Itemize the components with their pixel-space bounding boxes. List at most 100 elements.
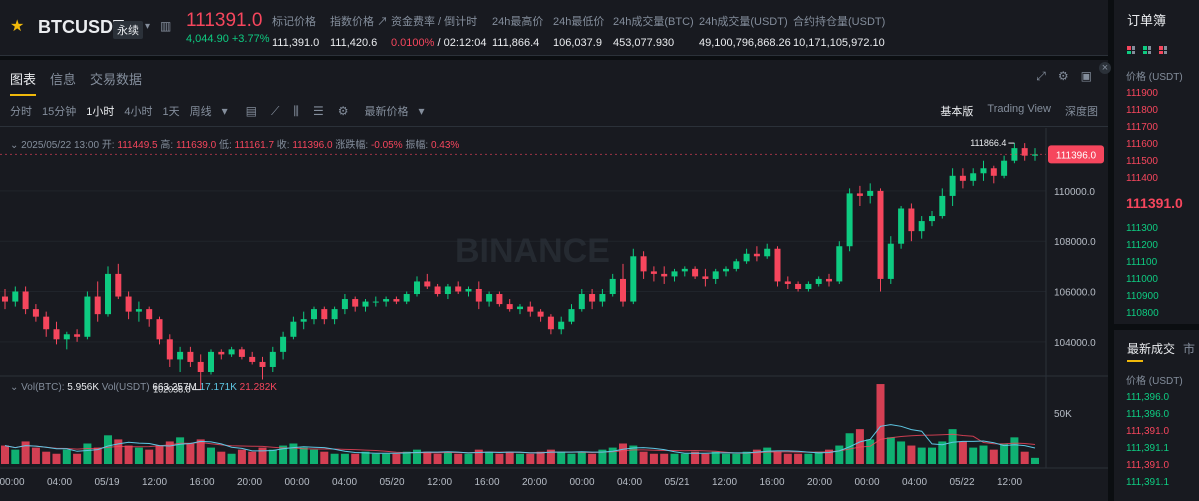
stat-value: 10,171,105,972.10 <box>793 37 885 49</box>
candle-body <box>517 306 523 310</box>
candle-body <box>753 253 760 257</box>
vol-ma2-value: 21.282K <box>239 382 277 393</box>
candle-body <box>424 281 431 287</box>
candle-body <box>321 309 328 320</box>
indicator-icon[interactable]: ⟋ <box>271 103 280 118</box>
candle-body <box>908 208 915 232</box>
bid-row[interactable]: 111300 <box>1126 223 1158 234</box>
view-tradingview[interactable]: Trading View <box>987 103 1051 115</box>
candle-body <box>609 278 616 295</box>
symbol-name[interactable]: BTCUSDT <box>38 17 124 37</box>
candle-body <box>599 294 606 302</box>
time-tick-label: 20:00 <box>807 477 832 488</box>
calendar-icon[interactable]: ▤ <box>245 104 257 118</box>
interval-1h[interactable]: 1小时 <box>86 106 115 118</box>
layout-icon[interactable]: ▣ <box>1080 69 1092 83</box>
close-value: 111396.0 <box>292 140 333 151</box>
ask-row[interactable]: 111900 <box>1126 88 1158 99</box>
candle-type-icon[interactable]: ⫼ <box>293 103 299 118</box>
bid-row[interactable]: 111200 <box>1126 240 1158 251</box>
stat-value: 49,100,796,868.26 <box>699 37 791 49</box>
chevron-down-icon[interactable]: ▾ <box>145 21 151 32</box>
volume-bar <box>588 453 597 464</box>
interval-timeline[interactable]: 分时 <box>10 106 32 118</box>
volume-bar <box>897 441 906 464</box>
candle-body <box>558 321 565 330</box>
volume-bar <box>536 451 545 464</box>
interval-15m[interactable]: 15分钟 <box>42 106 77 118</box>
bid-row[interactable]: 110800 <box>1126 308 1159 319</box>
ohlc-date: 2025/05/22 13:00 <box>21 140 100 151</box>
ask-row[interactable]: 111600 <box>1126 139 1158 150</box>
stat-value: 111,391.0 <box>272 37 320 49</box>
volume-bar <box>11 449 20 464</box>
view-depth[interactable]: 深度图 <box>1065 106 1098 118</box>
stat-index-price[interactable]: 指数价格 ↗ 111,420.6 <box>330 13 388 49</box>
view-basic[interactable]: 基本版 <box>940 106 974 118</box>
bid-row[interactable]: 110900 <box>1126 291 1159 302</box>
expand-icon[interactable]: ⤢ <box>1036 69 1046 83</box>
star-icon[interactable]: ★ <box>10 18 25 35</box>
volume-bar <box>526 453 535 464</box>
orderbook-mid-price: 111391.0 <box>1126 195 1183 211</box>
ask-row[interactable]: 111700 <box>1126 122 1158 133</box>
price-type-select[interactable]: 最新价格 <box>364 106 409 118</box>
interval-1w[interactable]: 周线 <box>189 106 212 118</box>
volume-bar <box>629 445 638 464</box>
candle-body <box>815 278 822 284</box>
candle-body <box>105 273 111 315</box>
ask-row[interactable]: 111800 <box>1126 105 1158 116</box>
bid-row[interactable]: 111100 <box>1126 257 1158 268</box>
tab-latest-trades[interactable]: 最新成交 <box>1127 342 1176 356</box>
volume-bar <box>114 439 123 464</box>
candle-body <box>1021 148 1028 156</box>
volume-bar <box>145 449 154 464</box>
candle-body <box>465 288 472 292</box>
both-sides-icon[interactable] <box>1127 46 1135 54</box>
interval-1d[interactable]: 1天 <box>162 106 180 118</box>
candlestick-chart[interactable]: 110000.0 108000.0 106000.0 104000.0 BINANCE 1… <box>0 0 1108 501</box>
tab-chart[interactable]: 图表 <box>10 69 37 96</box>
time-tick-label: 16:00 <box>474 477 499 488</box>
settings-icon[interactable]: ⚙ <box>1057 69 1069 83</box>
volume-bar <box>660 453 669 464</box>
collapse-icon[interactable]: ⌄ <box>10 382 19 393</box>
price-tick-label: 110000.0 <box>1054 187 1095 198</box>
candle-body <box>1011 148 1018 161</box>
chevron-down-icon[interactable]: ▾ <box>221 104 228 118</box>
stat-label: 资金费率 / 倒计时 <box>391 16 478 28</box>
chart-toolbar: 分时 15分钟 1小时 4小时 1天 周线 ▾ ▤ ⟋ ⫼ ☰ ⚙ 最新价格 ▾ <box>10 103 425 119</box>
volume-bar <box>907 445 916 464</box>
candle-body <box>84 296 91 337</box>
stat-label: 24h最高价 <box>492 16 544 28</box>
volume-bar <box>237 449 246 464</box>
candle-body <box>208 351 214 372</box>
vol-ma1-value: 17.171K <box>199 382 237 393</box>
volume-bar <box>958 441 967 464</box>
trade-row: 111,396.0 <box>1126 409 1170 420</box>
volume-bar <box>176 437 185 464</box>
chart-icon[interactable]: ▥ <box>160 19 172 33</box>
drawing-icon[interactable]: ☰ <box>312 104 324 118</box>
interval-4h[interactable]: 4小时 <box>124 106 153 118</box>
asks-only-icon[interactable] <box>1159 46 1167 54</box>
gear-icon[interactable]: ⚙ <box>337 104 349 118</box>
collapse-icon[interactable]: ⌄ <box>10 140 19 151</box>
candle-body <box>846 193 853 247</box>
stat-label: 24h成交量(BTC) <box>613 16 694 28</box>
ask-row[interactable]: 111400 <box>1126 173 1158 184</box>
close-icon[interactable]: × <box>1099 62 1111 74</box>
candle-body <box>805 283 812 289</box>
tab-market[interactable]: 市 <box>1183 342 1196 356</box>
bid-row[interactable]: 111000 <box>1126 274 1158 285</box>
tab-info[interactable]: 信息 <box>50 72 77 87</box>
candle-body <box>990 168 997 176</box>
bids-only-icon[interactable] <box>1143 46 1151 54</box>
chart-panel: 图表 信息 交易数据 ⤢ ⚙ ▣ 分时 15分钟 1小时 4小时 1天 周线 ▾… <box>0 60 1108 501</box>
volume-bar <box>268 449 277 464</box>
volume-bar <box>732 453 741 464</box>
chevron-down-icon[interactable]: ▾ <box>418 104 425 118</box>
candle-body <box>784 281 791 284</box>
ask-row[interactable]: 111500 <box>1126 156 1158 167</box>
tab-trading-data[interactable]: 交易数据 <box>90 72 143 87</box>
